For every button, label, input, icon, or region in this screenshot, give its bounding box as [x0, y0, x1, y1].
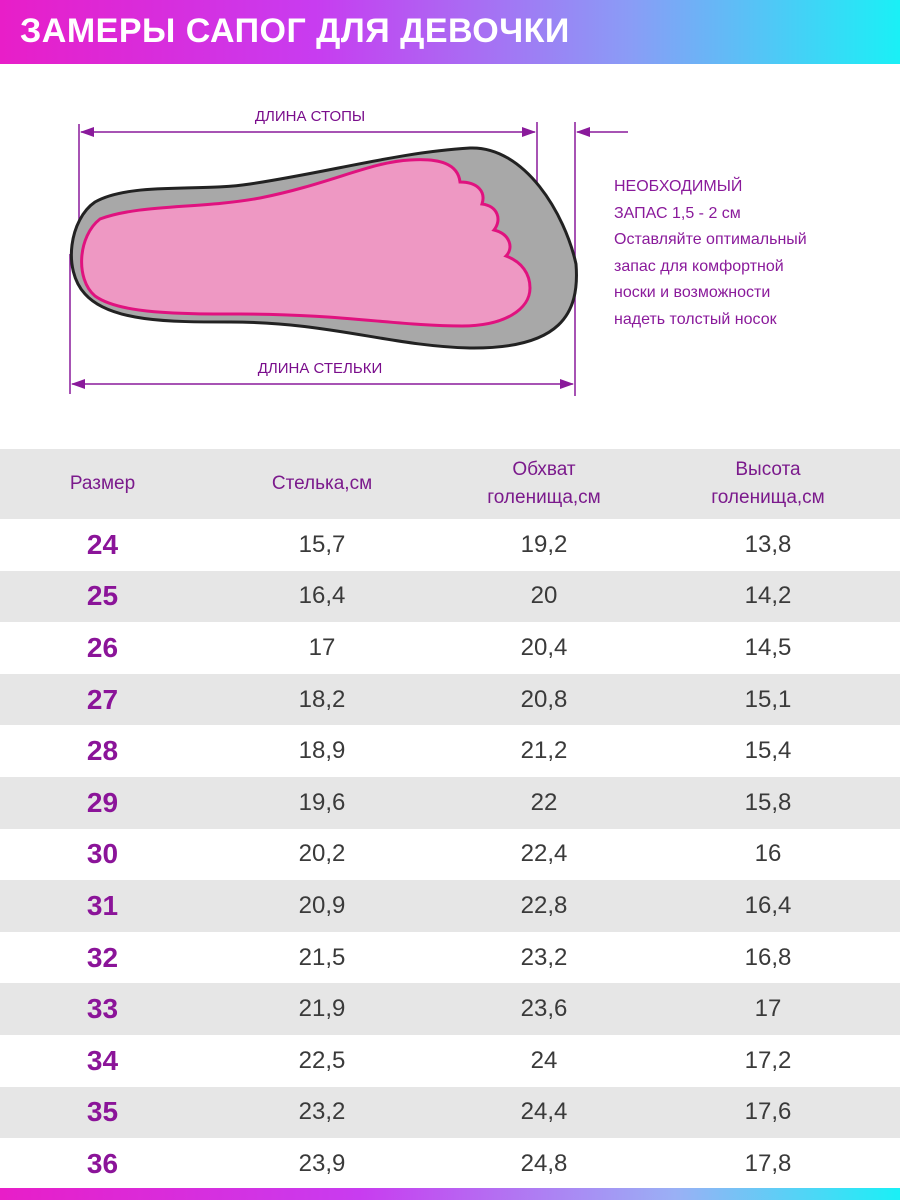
size-cell: 35: [86, 1096, 119, 1128]
bottom-gradient-bar: [0, 1188, 900, 1200]
insole-cell: 23,9: [298, 1149, 346, 1177]
insole-cell: 21,9: [298, 995, 346, 1023]
table-body: 24 15,7 19,2 13,8 25 16,4 20 14,2 26 17 20,4 14,5 27…: [0, 519, 900, 1190]
size-cell: 30: [86, 838, 119, 870]
note-line: НЕОБХОДИМЫЙ: [614, 178, 743, 195]
size-cell: 24: [86, 528, 119, 560]
shaft-height-cell: 17,2: [744, 1046, 792, 1074]
insole-cell: 20,2: [298, 840, 346, 868]
shaft-girth-cell: 22,8: [520, 891, 568, 919]
table-row: 32 21,5 23,2 16,8: [0, 932, 900, 984]
note-line: Оставляйте оптимальный: [614, 231, 807, 248]
insole-cell: 18,9: [298, 737, 346, 765]
header-size: Размер: [69, 473, 136, 494]
shaft-height-cell: 14,5: [744, 633, 792, 661]
insole-cell: 22,5: [298, 1046, 346, 1074]
table-row: 25 16,4 20 14,2: [0, 570, 900, 623]
shaft-height-cell: 17: [754, 995, 782, 1023]
shaft-height-cell: 16: [754, 840, 782, 868]
shaft-height-cell: 13,8: [744, 530, 792, 558]
shaft-height-cell: 17,8: [744, 1149, 792, 1177]
shaft-height-cell: 15,1: [744, 685, 792, 713]
insole-cell: 17: [308, 633, 336, 661]
size-cell: 33: [86, 993, 119, 1025]
table-row: 33 21,9 23,6 17: [0, 983, 900, 1035]
header-insole: Стелька,см: [271, 473, 373, 494]
note-line: ЗАПАС 1,5 - 2 см: [614, 204, 741, 222]
shaft-girth-cell: 21,2: [520, 737, 568, 765]
insole-length-label: ДЛИНА СТЕЛЬКИ: [257, 360, 383, 377]
insole-cell: 19,6: [298, 788, 346, 816]
size-cell: 29: [86, 786, 119, 818]
table-row: 36 23,9 24,8 17,8: [0, 1138, 900, 1190]
allowance-note: НЕОБХОДИМЫЙ ЗАПАС 1,5 - 2 см Оставляйте …: [614, 174, 894, 333]
shaft-girth-cell: 24,8: [520, 1149, 568, 1177]
size-cell: 36: [86, 1147, 119, 1179]
shaft-height-cell: 17,6: [744, 1098, 792, 1126]
insole-cell: 15,7: [298, 530, 346, 558]
insole-cell: 23,2: [298, 1098, 346, 1126]
insole-cell: 21,5: [298, 943, 346, 971]
shaft-height-cell: 16,4: [744, 891, 792, 919]
foot-length-label: ДЛИНА СТОПЫ: [254, 108, 366, 125]
header-shaft-girth: Обхват голенища,см: [487, 459, 601, 508]
size-cell: 25: [86, 580, 119, 612]
table-row: 28 18,9 21,2 15,4: [0, 725, 900, 777]
shaft-girth-cell: 24: [530, 1046, 558, 1074]
insole-cell: 20,9: [298, 891, 346, 919]
header-shaft-height: Высота голенища,см: [711, 459, 825, 508]
shaft-girth-cell: 20: [530, 582, 558, 610]
table-row: 24 15,7 19,2 13,8: [0, 519, 900, 571]
table-row: 26 17 20,4 14,5: [0, 622, 900, 674]
shaft-height-cell: 14,2: [744, 582, 792, 610]
table-row: 27 18,2 20,8 15,1: [0, 673, 900, 726]
table-row: 29 19,6 22 15,8: [0, 776, 900, 829]
size-cell: 32: [86, 941, 119, 973]
shaft-girth-cell: 20,8: [520, 685, 568, 713]
shaft-height-cell: 15,4: [744, 737, 792, 765]
insole-cell: 18,2: [298, 685, 346, 713]
size-cell: 34: [86, 1044, 119, 1076]
table-row: 31 20,9 22,8 16,4: [0, 880, 900, 932]
insole-diagram: ДЛИНА СТОПЫ ДЛИНА СТЕЛЬКИ НЕОБХОДИМЫЙ ЗА…: [0, 64, 900, 444]
table-header: Размер Стелька,см Обхват голенища,см Высо…: [0, 449, 900, 519]
shaft-girth-cell: 23,6: [520, 995, 568, 1023]
note-line: надеть толстый носок: [614, 310, 777, 328]
table-row: 30 20,2 22,4 16: [0, 829, 900, 881]
table-row: 35 23,2 24,4 17,6: [0, 1086, 900, 1139]
size-cell: 28: [86, 735, 119, 767]
foot-shape: [80, 158, 532, 328]
insole-cell: 16,4: [298, 582, 346, 610]
header-banner: ЗАМЕРЫ САПОГ ДЛЯ ДЕВОЧКИ: [0, 0, 900, 64]
note-line: носки и возможности: [614, 284, 771, 301]
shaft-girth-cell: 23,2: [520, 943, 568, 971]
shaft-girth-cell: 19,2: [520, 530, 568, 558]
shaft-girth-cell: 24,4: [520, 1098, 568, 1126]
size-cell: 31: [86, 889, 119, 921]
note-line: запас для комфортной: [614, 257, 784, 275]
size-cell: 27: [86, 683, 119, 715]
size-table: Размер Стелька,см Обхват голенища,см Высо…: [0, 449, 900, 1190]
shaft-girth-cell: 20,4: [520, 633, 568, 661]
shaft-girth-cell: 22,4: [520, 840, 568, 868]
size-cell: 26: [86, 631, 119, 663]
shaft-height-cell: 16,8: [744, 943, 792, 971]
table-row: 34 22,5 24 17,2: [0, 1035, 900, 1087]
page-title: ЗАМЕРЫ САПОГ ДЛЯ ДЕВОЧКИ: [20, 12, 570, 50]
shaft-height-cell: 15,8: [744, 788, 792, 816]
shaft-girth-cell: 22: [530, 788, 558, 816]
foot-insole-illustration: [69, 122, 628, 396]
